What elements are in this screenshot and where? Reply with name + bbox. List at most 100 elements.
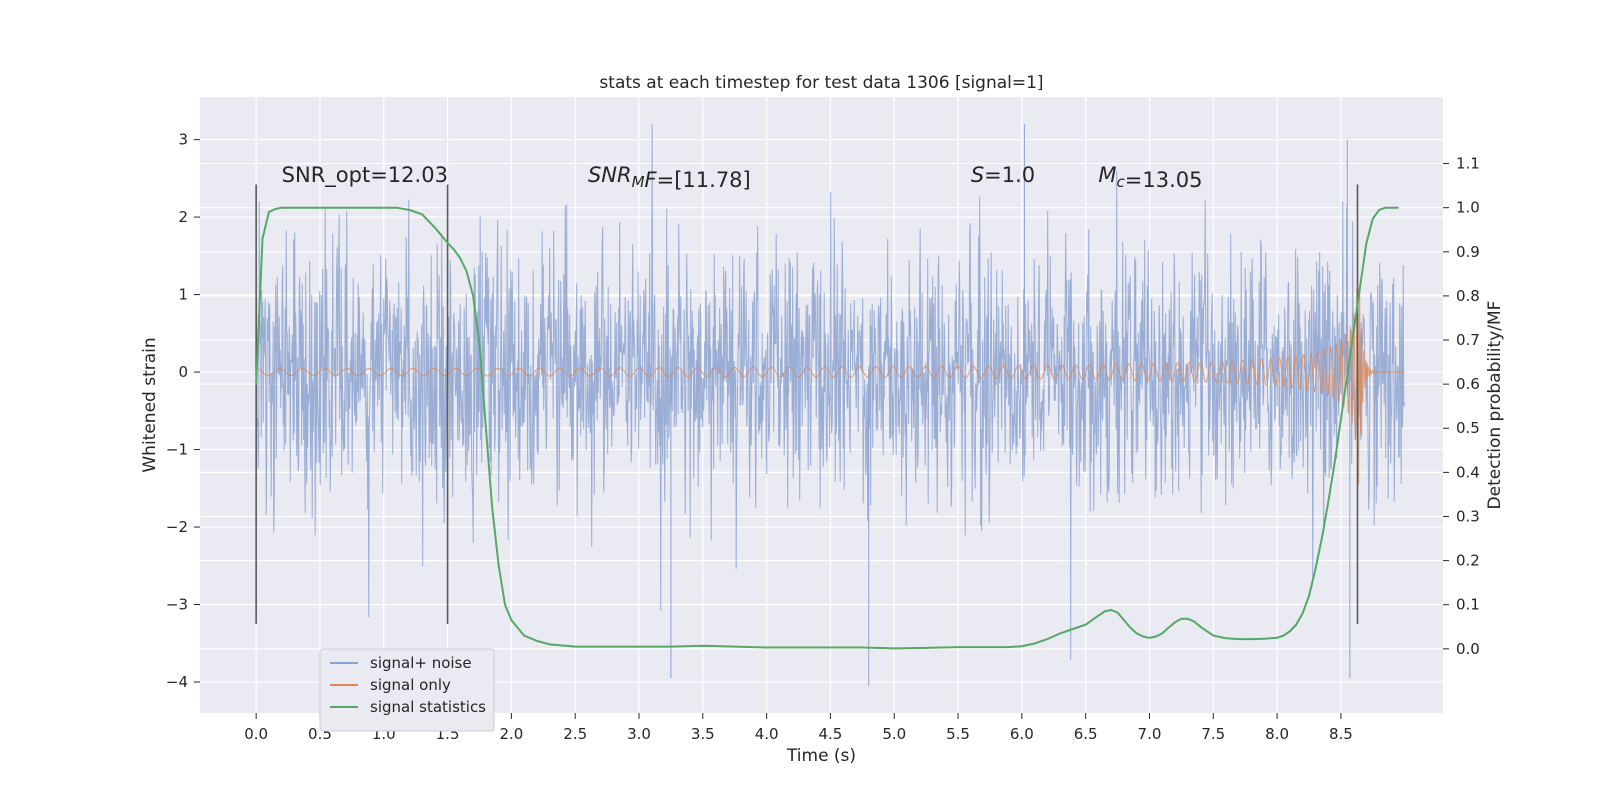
x-tick-label-11: 5.5 (946, 725, 970, 743)
x-tick-label-4: 2.0 (499, 725, 523, 743)
stats-point-13 (447, 242, 449, 244)
x-tick-label-0: 0.0 (244, 725, 268, 743)
y-tick-label-0: 3 (178, 131, 188, 149)
stats-point-0 (255, 383, 257, 385)
x-tick-label-6: 3.0 (627, 725, 651, 743)
stats-point-62 (1187, 618, 1189, 620)
stats-point-38 (957, 646, 959, 648)
vertical-marker-layer (255, 184, 1359, 624)
stats-point-3 (274, 208, 276, 210)
y2-tick-label-3: 0.8 (1456, 287, 1480, 305)
tick-label-layer: 0.0 0.5 1.0 1.5 2.0 2.5 3.0 3.5 4.0 4.5 5.0 5.5 6.0 6… (166, 131, 1480, 743)
x-axis-label: Time (s) (786, 746, 856, 766)
stats-point-60 (1174, 621, 1176, 623)
stats-point-25 (536, 640, 538, 642)
stats-point-20 (491, 507, 493, 509)
stats-point-66 (1212, 635, 1214, 637)
stats-point-24 (523, 635, 525, 637)
x-tick-label-17: 8.5 (1329, 725, 1353, 743)
stats-point-15 (459, 257, 461, 259)
stats-point-12 (434, 226, 436, 229)
stats-point-34 (829, 646, 832, 649)
x-tick-label-16: 8.0 (1265, 725, 1289, 743)
x-tick-label-10: 5.0 (882, 725, 906, 743)
x-tick-label-8: 4.0 (755, 725, 779, 743)
stats-point-17 (472, 295, 474, 297)
y-tick-label-3: 0 (178, 363, 188, 381)
stats-point-77 (1314, 568, 1316, 571)
legend: signal+ noise signal only signal statist… (319, 648, 495, 732)
y2-tick-label-1: 1.0 (1456, 199, 1480, 217)
legend-label-signal: signal only (370, 676, 451, 694)
stats-series-layer (255, 206, 1399, 650)
stats-point-54 (1136, 632, 1138, 635)
stats-point-70 (1263, 638, 1265, 640)
stats-point-45 (1072, 628, 1074, 630)
x-tick-label-15: 7.5 (1201, 725, 1225, 743)
stats-point-47 (1091, 619, 1093, 621)
y-axis-label: Whitened strain (140, 337, 160, 472)
legend-label-stats: signal statistics (370, 698, 486, 716)
stats-point-56 (1148, 637, 1151, 639)
stats-point-86 (1372, 218, 1374, 220)
stats-point-67 (1225, 637, 1227, 639)
stats-point-52 (1123, 619, 1125, 621)
stats-point-7 (357, 207, 359, 209)
stats-point-65 (1206, 630, 1208, 632)
y2-tick-label-7: 0.4 (1456, 463, 1480, 481)
stats-point-74 (1295, 624, 1297, 626)
stats-point-46 (1085, 624, 1087, 626)
stats-point-78 (1321, 537, 1323, 540)
stats-point-31 (702, 645, 704, 647)
annotation-0: SNR_opt=12.03 (282, 163, 448, 188)
stats-point-26 (549, 643, 551, 646)
stats-point-39 (989, 646, 991, 648)
y-tick-label-2: 1 (178, 286, 188, 304)
stats-point-41 (1021, 645, 1023, 647)
stats-point-69 (1251, 638, 1253, 640)
legend-box (319, 648, 495, 732)
chart-title: stats at each timestep for test data 130… (599, 73, 1043, 93)
stats-point-10 (408, 209, 410, 211)
y2-tick-label-5: 0.6 (1456, 375, 1480, 393)
stats-point-19 (485, 427, 487, 429)
stats-point-44 (1059, 632, 1061, 635)
y-tick-label-7: −4 (166, 673, 188, 691)
stats-point-88 (1385, 207, 1387, 209)
stats-point-16 (466, 271, 468, 273)
stats-point-68 (1238, 638, 1240, 640)
y2-tick-label-6: 0.5 (1456, 419, 1480, 437)
stats-point-79 (1327, 502, 1329, 504)
stats-point-30 (670, 646, 672, 648)
stats-point-2 (268, 211, 270, 213)
stats-point-9 (395, 207, 398, 209)
stats-point-90 (1397, 207, 1399, 209)
y2-tick-label-11: 0.0 (1456, 640, 1480, 658)
annotation-3: Mc=13.05 (1098, 163, 1202, 192)
stats-point-33 (766, 646, 768, 649)
y2-tick-label-8: 0.3 (1456, 507, 1480, 525)
stats-point-51 (1117, 612, 1119, 614)
x-tick-label-13: 6.5 (1074, 725, 1098, 743)
annotation-1: SNRMF=[11.78] (588, 163, 751, 192)
stats-point-72 (1282, 635, 1285, 637)
stats-point-40 (1008, 646, 1010, 648)
stats-point-6 (319, 207, 321, 209)
x-tick-label-14: 7.0 (1138, 725, 1162, 743)
y-tick-label-4: −1 (166, 441, 188, 459)
y2-tick-label-10: 0.1 (1456, 596, 1480, 614)
stats-point-11 (421, 213, 423, 215)
stats-point-35 (861, 646, 863, 649)
y2-axis-label: Detection probability/MF (1485, 301, 1505, 510)
stats-point-8 (383, 207, 385, 209)
stats-point-28 (606, 646, 608, 648)
stats-point-89 (1391, 207, 1393, 209)
stats-point-73 (1289, 630, 1291, 632)
stats-point-87 (1378, 209, 1380, 211)
stats-point-71 (1276, 637, 1278, 639)
stats-point-59 (1168, 627, 1170, 629)
stats-point-29 (638, 646, 640, 648)
stats-point-37 (925, 647, 927, 649)
stats-point-83 (1353, 330, 1355, 332)
stats-point-63 (1193, 620, 1195, 623)
